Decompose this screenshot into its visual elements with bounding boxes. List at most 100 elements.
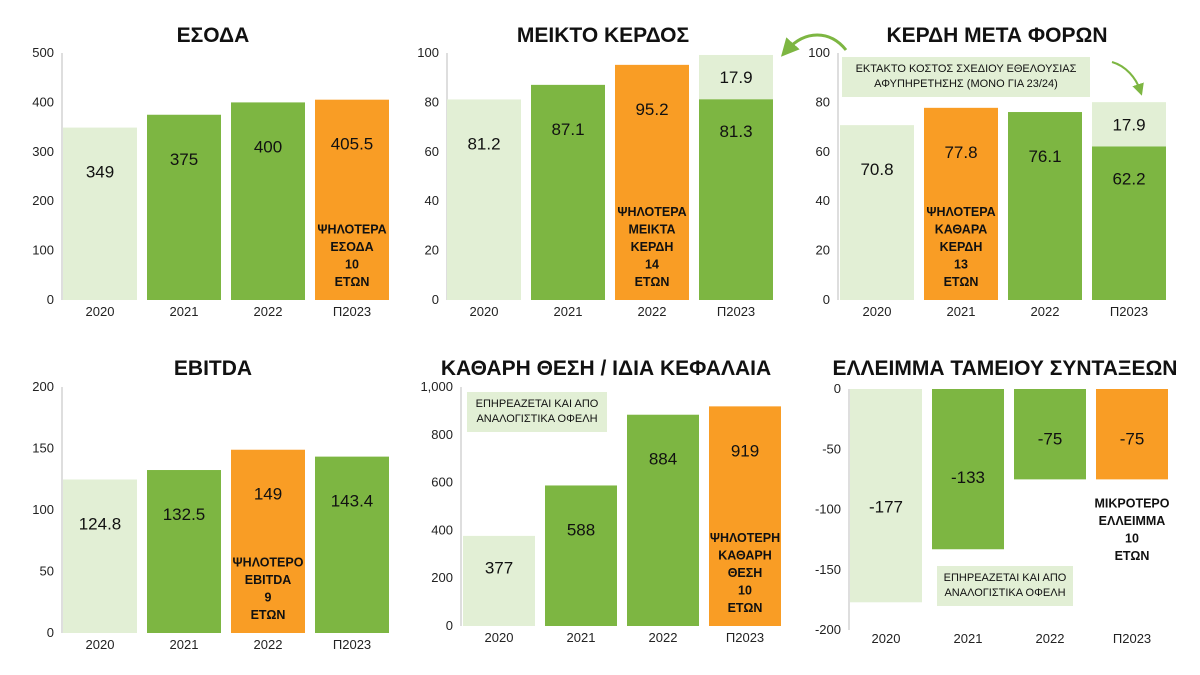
y-tick-label: 80 [425, 94, 439, 109]
y-tick-label: 60 [425, 144, 439, 159]
bar [699, 99, 773, 301]
chart-title: ΜΕΙΚΤΟ ΚΕΡΔΟΣ [517, 24, 689, 47]
x-category-label: 2020 [86, 637, 115, 652]
x-category-label: 2021 [954, 631, 983, 646]
highlight-annotation-line: ΕΤΩΝ [635, 275, 670, 289]
y-tick-label: 20 [816, 243, 830, 258]
chart-title: ΕΛΛΕΙΜΜΑ ΤΑΜΕΙΟΥ ΣΥΝΤΑΞΕΩΝ [833, 357, 1178, 380]
x-category-label: 2021 [170, 304, 199, 319]
bar [231, 449, 305, 633]
highlight-annotation-line: ΚΕΡΔΗ [631, 240, 674, 254]
y-tick-label: -200 [815, 622, 841, 637]
y-tick-label: 400 [32, 94, 54, 109]
bar-stacked-segment [1092, 102, 1166, 147]
highlight-annotation-line: EBITDA [245, 573, 292, 587]
chart-2: ΜΕΙΚΤΟ ΚΕΡΔΟΣ 0 20 40 60 80 100 81.2 2020 87.1 202… [417, 24, 773, 319]
x-category-label: 2020 [470, 304, 499, 319]
x-category-label: 2022 [1036, 631, 1065, 646]
bar-value-label: 405.5 [331, 135, 374, 154]
bar [615, 64, 689, 300]
highlight-annotation-line: 13 [954, 258, 968, 272]
highlight-annotation-line: ΕΤΩΝ [251, 608, 286, 622]
highlight-annotation-line: 14 [645, 258, 659, 272]
x-category-label: 2022 [649, 630, 678, 645]
bar [63, 479, 137, 633]
highlight-annotation-line: 10 [345, 258, 359, 272]
chart-6: ΕΛΛΕΙΜΜΑ ΤΑΜΕΙΟΥ ΣΥΝΤΑΞΕΩΝ -200 -150 -100 -5… [815, 357, 1178, 646]
y-tick-label: -100 [815, 502, 841, 517]
y-tick-label: 0 [823, 292, 830, 307]
note-text-line: ΑΦΥΠΗΡΕΤΗΣΗΣ (ΜΟΝΟ ΓΙΑ 23/24) [874, 78, 1058, 90]
bar [63, 127, 137, 301]
x-category-label: 2022 [254, 637, 283, 652]
y-tick-label: 300 [32, 144, 54, 159]
bar-stacked-segment [699, 54, 773, 100]
x-category-label: Π2023 [1110, 304, 1148, 319]
bar [932, 389, 1004, 550]
y-tick-label: 100 [32, 502, 54, 517]
y-tick-label: 500 [32, 45, 54, 60]
y-tick-label: -150 [815, 562, 841, 577]
x-category-label: Π2023 [333, 304, 371, 319]
bar-value-label: 95.2 [635, 100, 668, 119]
bar [315, 456, 389, 633]
arrow-down-icon [1111, 61, 1144, 96]
note-text-line: ΕΚΤΑΚΤΟ ΚΟΣΤΟΣ ΣΧΕΔΙΟΥ ΕΘΕΛΟΥΣΙΑΣ [856, 63, 1077, 75]
x-category-label: 2022 [638, 304, 667, 319]
y-tick-label: 150 [32, 441, 54, 456]
y-tick-label: 100 [32, 243, 54, 258]
bar-value-label: 76.1 [1028, 147, 1061, 166]
bar [1092, 146, 1166, 300]
x-category-label: 2020 [485, 630, 514, 645]
bar-value-label: -75 [1038, 430, 1063, 449]
x-category-label: Π2023 [717, 304, 755, 319]
x-category-label: 2020 [86, 304, 115, 319]
highlight-annotation-line: ΕΛΛΕΙΜΜΑ [1099, 514, 1166, 528]
bar [545, 485, 617, 626]
highlight-annotation-line: ΜΙΚΡΟΤΕΡΟ [1094, 496, 1169, 510]
y-tick-label: 200 [431, 570, 453, 585]
highlight-annotation-line: ΚΑΘΑΡΑ [935, 223, 988, 237]
y-tick-label: 1,000 [420, 379, 453, 394]
note-text-line: ΕΠΗΡΕΑΖΕΤΑΙ ΚΑΙ ΑΠΟ [476, 398, 599, 410]
x-category-label: 2021 [170, 637, 199, 652]
bar-value-label: 70.8 [860, 160, 893, 179]
bar-value-label: 349 [86, 163, 114, 182]
x-category-label: 2021 [567, 630, 596, 645]
bar-value-label: 81.2 [467, 134, 500, 153]
y-tick-label: 0 [432, 292, 439, 307]
note-box [842, 57, 1090, 97]
bar-value-label: 375 [170, 150, 198, 169]
highlight-annotation-line: ΕΤΩΝ [1115, 549, 1150, 563]
bar [850, 389, 922, 603]
chart-title: EBITDA [174, 357, 252, 380]
bar [147, 114, 221, 300]
stacked-value-label: 17.9 [1112, 115, 1145, 134]
highlight-annotation-line: ΚΑΘΑΡΗ [718, 549, 772, 563]
y-tick-label: 20 [425, 243, 439, 258]
note-arrows [780, 33, 1144, 96]
bar [147, 470, 221, 633]
stacked-value-label: 17.9 [719, 68, 752, 87]
y-tick-label: 100 [808, 45, 830, 60]
bar-value-label: 884 [649, 450, 677, 469]
highlight-annotation-line: 9 [265, 591, 272, 605]
bar [463, 535, 535, 626]
y-tick-label: 0 [446, 618, 453, 633]
bar-value-label: -75 [1120, 430, 1145, 449]
y-tick-label: 200 [32, 193, 54, 208]
bar-value-label: 62.2 [1112, 169, 1145, 188]
bar-value-label: 124.8 [79, 514, 122, 533]
bar [1008, 112, 1082, 301]
chart-5: ΚΑΘΑΡΗ ΘΕΣΗ / ΙΔΙΑ ΚΕΦΑΛΑΙΑ 0 200 400 600 800… [420, 357, 781, 645]
x-category-label: 2021 [554, 304, 583, 319]
y-tick-label: 40 [425, 193, 439, 208]
x-category-label: Π2023 [726, 630, 764, 645]
bar-value-label: -177 [869, 497, 903, 516]
highlight-annotation-line: ΕΣΟΔΑ [330, 240, 373, 254]
highlight-annotation-line: 10 [1125, 531, 1139, 545]
y-tick-label: 40 [816, 193, 830, 208]
x-category-label: 2022 [1031, 304, 1060, 319]
x-category-label: 2022 [254, 304, 283, 319]
